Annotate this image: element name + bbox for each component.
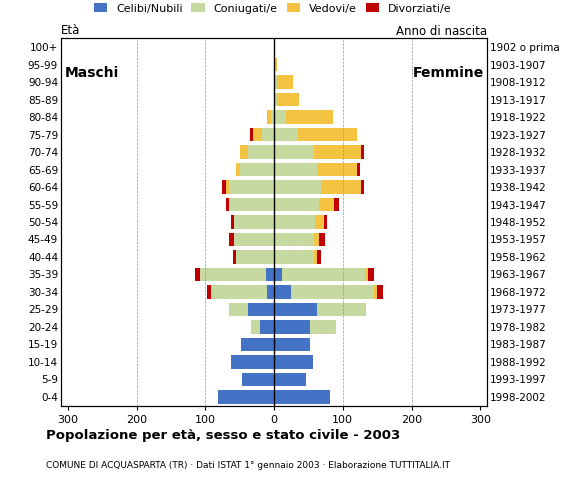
Bar: [274, 58, 277, 72]
Text: Età: Età: [61, 24, 80, 36]
Bar: [274, 233, 314, 246]
Text: Femmine: Femmine: [412, 66, 484, 80]
Bar: [274, 337, 310, 351]
Bar: [274, 320, 310, 334]
Bar: [234, 215, 274, 229]
Bar: [274, 180, 321, 194]
Bar: [241, 337, 274, 351]
Bar: [201, 268, 266, 281]
Bar: [250, 128, 253, 142]
Bar: [368, 268, 374, 281]
Bar: [236, 163, 240, 176]
Bar: [226, 180, 229, 194]
Bar: [274, 75, 277, 89]
Bar: [274, 250, 314, 264]
Bar: [298, 128, 357, 142]
Bar: [374, 285, 377, 299]
Text: Popolazione per età, sesso e stato civile - 2003: Popolazione per età, sesso e stato civil…: [46, 429, 401, 442]
Bar: [317, 302, 366, 316]
Bar: [274, 93, 277, 107]
Bar: [262, 128, 274, 142]
Bar: [321, 180, 361, 194]
Legend: Celibi/Nubili, Coniugati/e, Vedovi/e, Divorziati/e: Celibi/Nubili, Coniugati/e, Vedovi/e, Di…: [94, 3, 451, 13]
Bar: [324, 215, 327, 229]
Bar: [236, 250, 274, 264]
Bar: [251, 320, 260, 334]
Bar: [314, 250, 317, 264]
Bar: [317, 163, 357, 176]
Bar: [248, 145, 274, 159]
Bar: [274, 302, 317, 316]
Bar: [229, 233, 234, 246]
Bar: [357, 163, 360, 176]
Bar: [291, 285, 374, 299]
Bar: [365, 268, 368, 281]
Bar: [361, 180, 364, 194]
Bar: [271, 110, 274, 124]
Bar: [320, 233, 325, 246]
Bar: [240, 163, 274, 176]
Bar: [211, 285, 267, 299]
Bar: [266, 268, 274, 281]
Bar: [195, 268, 201, 281]
Bar: [334, 198, 339, 211]
Bar: [234, 233, 274, 246]
Bar: [248, 302, 274, 316]
Bar: [274, 390, 331, 404]
Bar: [277, 75, 293, 89]
Bar: [361, 145, 364, 159]
Bar: [260, 320, 274, 334]
Bar: [226, 198, 229, 211]
Bar: [233, 250, 236, 264]
Bar: [274, 268, 282, 281]
Bar: [287, 110, 333, 124]
Bar: [242, 372, 274, 386]
Bar: [274, 128, 298, 142]
Bar: [377, 285, 383, 299]
Bar: [274, 145, 314, 159]
Bar: [274, 163, 317, 176]
Bar: [267, 110, 271, 124]
Bar: [218, 390, 274, 404]
Bar: [274, 215, 316, 229]
Bar: [316, 215, 324, 229]
Bar: [229, 198, 274, 211]
Bar: [231, 215, 234, 229]
Bar: [319, 198, 334, 211]
Bar: [274, 110, 287, 124]
Bar: [314, 145, 361, 159]
Bar: [231, 355, 274, 369]
Bar: [229, 180, 274, 194]
Bar: [310, 320, 336, 334]
Bar: [274, 285, 291, 299]
Text: Anno di nascita: Anno di nascita: [396, 25, 487, 38]
Bar: [208, 285, 211, 299]
Bar: [223, 180, 226, 194]
Text: Maschi: Maschi: [64, 66, 118, 80]
Bar: [267, 285, 274, 299]
Bar: [274, 372, 306, 386]
Bar: [282, 268, 365, 281]
Bar: [314, 233, 320, 246]
Text: COMUNE DI ACQUASPARTA (TR) · Dati ISTAT 1° gennaio 2003 · Elaborazione TUTTITALI: COMUNE DI ACQUASPARTA (TR) · Dati ISTAT …: [46, 461, 451, 470]
Bar: [274, 198, 319, 211]
Bar: [277, 93, 299, 107]
Bar: [274, 355, 313, 369]
Bar: [240, 145, 248, 159]
Bar: [229, 302, 248, 316]
Bar: [253, 128, 262, 142]
Bar: [317, 250, 321, 264]
